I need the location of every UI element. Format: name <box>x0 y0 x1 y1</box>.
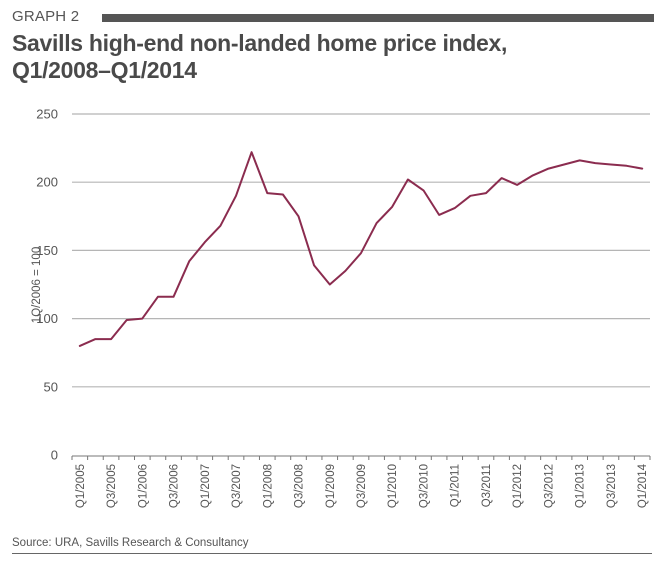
chart-title-line-1: Savills high-end non-landed home price i… <box>12 30 508 56</box>
x-tick-label: Q3/2007 <box>231 464 243 508</box>
x-tick-label: Q3/2006 <box>169 464 181 508</box>
y-tick-label: 50 <box>44 379 58 394</box>
series-line <box>78 151 644 347</box>
x-tick-label: Q3/2011 <box>481 464 493 507</box>
x-tick-label: Q1/2013 <box>575 464 587 508</box>
x-tick-label: Q3/2012 <box>543 464 555 508</box>
x-tick-label: Q1/2005 <box>75 464 87 508</box>
x-tick-label: Q1/2010 <box>387 464 399 508</box>
x-tick-label: Q1/2006 <box>137 464 149 508</box>
x-tick-label: Q3/2005 <box>106 464 118 508</box>
header-rule <box>102 14 654 22</box>
x-axis-tick-labels: Q1/2005 Q3/2005 Q1/2006 Q3/2006 Q1/2007 Q3/20… <box>75 463 649 508</box>
gridlines <box>72 113 650 388</box>
graph-label: GRAPH 2 <box>12 8 80 25</box>
x-tick-label: Q1/2009 <box>325 464 337 508</box>
x-tick-label: Q1/2007 <box>200 464 212 508</box>
y-tick-label: 200 <box>36 175 58 190</box>
series-group <box>78 151 644 347</box>
x-tick-label: Q3/2009 <box>356 464 368 508</box>
y-tick-label: 0 <box>51 448 58 463</box>
y-tick-label: 150 <box>36 243 58 258</box>
y-tick-label: 250 <box>36 107 58 122</box>
source-note: Source: URA, Savills Research & Consulta… <box>12 537 249 549</box>
x-tick-label: Q3/2008 <box>294 464 306 508</box>
y-axis-label: 1Q/2006 = 100 <box>31 247 43 323</box>
y-axis-tick-labels: 0 50 100 150 200 250 <box>36 107 58 463</box>
x-axis <box>71 455 651 460</box>
x-tick-label: Q1/2011 <box>450 464 462 507</box>
y-tick-label: 100 <box>36 311 58 326</box>
x-tick-label: Q1/2008 <box>262 464 274 508</box>
chart-title: Savills high-end non-landed home price i… <box>12 30 507 84</box>
x-tick-label: Q1/2014 <box>637 463 649 508</box>
x-tick-label: Q3/2013 <box>606 464 618 508</box>
chart-title-line-2: Q1/2008–Q1/2014 <box>12 57 197 83</box>
x-tick-label: Q1/2012 <box>512 464 524 508</box>
x-tick-label: Q3/2010 <box>418 464 430 508</box>
footer-rule <box>12 553 652 554</box>
